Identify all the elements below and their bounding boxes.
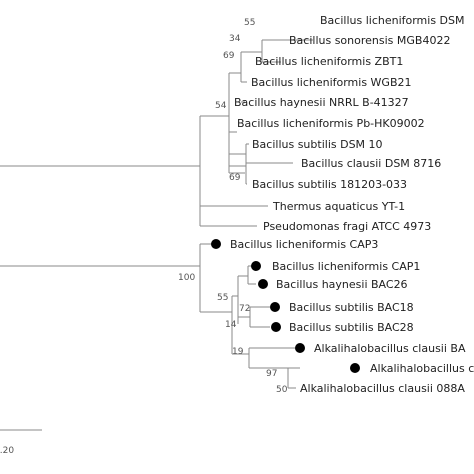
bootstrap-value: 69 [223,51,235,61]
isolate-marker [350,363,360,373]
bootstrap-value: 34 [229,34,241,44]
taxon-label: Bacillus haynesii NRRL B-41327 [234,96,409,109]
taxon-label: Bacillus haynesii BAC26 [276,278,408,291]
bootstrap-value: 14 [225,320,237,330]
taxon-label: Bacillus licheniformis ZBT1 [255,55,403,68]
tree-branches [0,39,313,431]
taxon-label: Bacillus licheniformis Pb-HK09002 [237,117,425,130]
bootstrap-value: 69 [229,173,241,183]
taxon-label: Bacillus subtilis DSM 10 [252,138,383,151]
taxon-label: Bacillus subtilis BAC28 [289,321,414,334]
taxon-label: Bacillus licheniformis CAP1 [272,260,420,273]
bootstrap-value: 50 [276,385,288,395]
taxon-label: Bacillus sonorensis MGB4022 [289,34,450,47]
bootstrap-value: 55 [217,293,228,303]
bootstrap-value: 55 [244,18,255,28]
taxon-label: Bacillus licheniformis CAP3 [230,238,378,251]
isolate-markers [211,239,360,373]
taxon-label: Bacillus subtilis 181203-033 [252,178,407,191]
taxon-label: Alkalihalobacillus clausii BA [314,342,466,355]
bootstrap-value: 72 [239,304,250,314]
taxon-label: Alkalihalobacillus clausii 088A [300,382,465,395]
taxon-label: Alkalihalobacillus clau [370,362,474,375]
scale-bar-label: 0.20 [0,446,14,456]
taxon-label: Bacillus clausii DSM 8716 [301,157,441,170]
bootstrap-value: 19 [232,347,244,357]
taxon-labels: Bacillus licheniformis DSM Bacillus sono… [230,14,474,395]
isolate-marker [251,261,261,271]
taxon-label: Bacillus licheniformis DSM [320,14,465,27]
bootstrap-value: 97 [266,369,277,379]
bootstrap-value: 54 [215,101,227,111]
isolate-marker [211,239,221,249]
isolate-marker [271,322,281,332]
taxon-label: Bacillus subtilis BAC18 [289,301,414,314]
bootstrap-value: 100 [178,273,195,283]
taxon-label: Pseudomonas fragi ATCC 4973 [263,220,431,233]
taxon-label: Thermus aquaticus YT-1 [272,200,405,213]
isolate-marker [270,302,280,312]
taxon-label: Bacillus licheniformis WGB21 [251,76,412,89]
isolate-marker [258,279,268,289]
isolate-marker [295,343,305,353]
bootstrap-values: 55 34 69 54 69 100 55 72 14 19 97 50 [178,18,288,395]
